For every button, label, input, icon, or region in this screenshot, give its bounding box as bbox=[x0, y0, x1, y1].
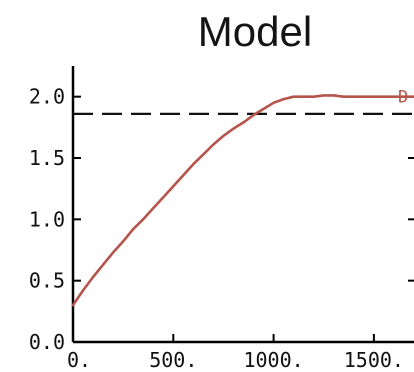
chart-title: Model bbox=[198, 8, 312, 55]
series-line-0 bbox=[71, 94, 414, 307]
x-tick-label-3: 1500. bbox=[344, 348, 404, 372]
y-tick-label-4: 2.0 bbox=[29, 85, 65, 109]
y-tick-label-3: 1.5 bbox=[29, 146, 65, 170]
x-tick-label-2: 1000. bbox=[243, 348, 303, 372]
y-tick-label-1: 0.5 bbox=[29, 269, 65, 293]
y-tick-label-0: 0.0 bbox=[29, 330, 65, 354]
x-tick-label-1: 500. bbox=[149, 348, 197, 372]
x-tick-label-0: 0. bbox=[67, 348, 91, 372]
y-tick-label-2: 1.0 bbox=[29, 207, 65, 231]
annotation-label-0: D bbox=[398, 88, 408, 108]
